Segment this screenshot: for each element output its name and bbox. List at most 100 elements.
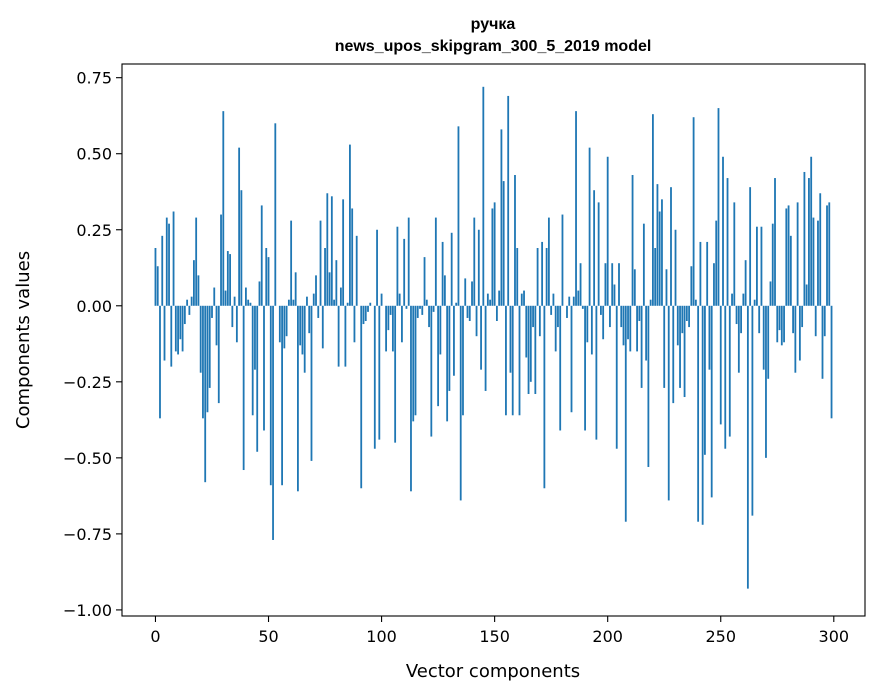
bar [710,305,713,498]
y-tick-label: 0.75 [76,69,112,88]
bar [159,305,161,419]
bar [728,305,731,437]
bar [746,305,749,589]
bar [443,275,446,306]
bar [367,305,369,312]
bar [724,305,727,449]
bar [346,302,349,306]
bar [722,156,724,306]
bar [713,263,715,306]
bar [281,305,283,486]
bar [242,305,245,471]
bar [387,305,390,331]
bar [609,305,611,328]
bar [704,305,706,455]
bar [776,305,779,343]
bar [303,305,306,373]
bar [274,123,277,306]
bar [480,305,482,370]
bar [272,305,274,540]
bar [500,129,503,306]
bar [233,296,236,306]
bar [459,305,462,501]
bar [398,293,401,306]
bar [163,305,166,361]
bar [810,156,813,306]
bar [708,305,711,370]
bar [667,305,670,501]
bar [679,305,681,388]
bar [258,281,261,306]
y-tick-label: −0.25 [63,373,112,392]
bar [577,290,580,306]
x-tick-label: 100 [366,627,397,646]
bar [448,305,451,391]
bar [385,305,387,352]
bar [505,305,507,416]
bar [215,305,218,346]
bar [756,226,758,306]
bar [516,248,519,306]
bar [473,217,476,306]
bar [493,202,496,306]
bar [771,223,774,306]
bar [491,208,494,306]
bar [437,305,440,407]
bar [425,299,428,306]
bar [333,299,335,306]
bar [597,202,600,306]
bar [538,305,541,337]
bar [172,211,175,306]
bar [419,305,421,309]
bar [380,293,383,306]
bar [337,305,340,367]
bar [430,305,433,437]
bar [156,266,159,306]
bar [593,190,596,306]
bar [186,299,189,306]
bar [586,305,589,343]
bar [254,305,256,370]
bar [199,305,202,373]
bar [828,202,831,306]
bar [631,175,634,306]
bar [362,305,365,325]
bar [602,305,605,340]
bar [665,269,668,306]
bar [534,305,537,394]
bar [719,305,722,425]
bar [455,302,458,306]
bar [421,305,424,315]
bar [817,220,819,306]
bar [193,260,195,306]
bar [814,305,817,337]
bar [654,248,657,306]
bar [536,248,539,306]
bar [726,178,729,306]
bar [405,305,408,309]
bar [541,241,544,306]
bar [649,299,652,306]
bar [638,305,641,321]
bar [633,269,636,306]
bar [294,272,297,306]
bar [396,226,399,306]
bar [572,296,575,306]
y-tick-label: 0.25 [76,221,112,240]
bar [780,305,783,346]
bar [692,117,695,306]
bar [685,305,688,321]
bar [208,305,211,388]
bar [812,217,815,306]
chart-subtitle: news_upos_skipgram_300_5_2019 model [335,38,652,55]
bar [301,305,304,355]
bar [794,305,797,373]
bar [688,305,690,328]
bar [789,235,792,306]
bar [364,305,367,321]
bar [647,305,650,467]
bar [489,299,492,306]
bar [581,305,584,309]
bar [658,211,661,306]
bar [717,108,720,306]
